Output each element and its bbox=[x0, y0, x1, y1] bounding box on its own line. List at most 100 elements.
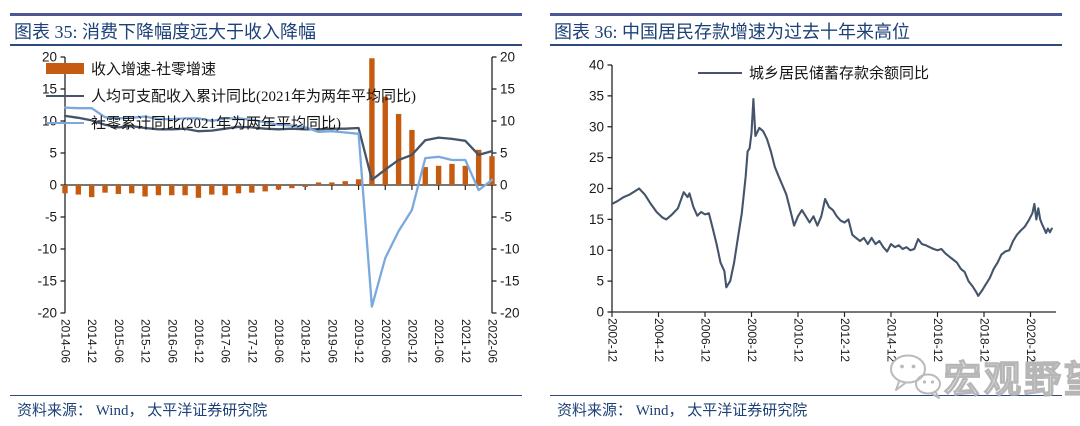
diff-bar bbox=[329, 182, 335, 185]
y-tick-label: 10 bbox=[589, 243, 604, 258]
diff-bar bbox=[342, 181, 348, 185]
y-tick-label: 20 bbox=[42, 50, 57, 65]
diff-bar bbox=[355, 179, 362, 185]
y-tick-label: 5 bbox=[596, 274, 604, 289]
figure-35-source-rule bbox=[10, 395, 522, 396]
diff-bar bbox=[409, 129, 415, 185]
diff-bar bbox=[235, 185, 242, 194]
y-tick-label: 5 bbox=[500, 146, 508, 161]
diff-bar bbox=[75, 185, 82, 195]
x-tick-label: 2012-12 bbox=[838, 318, 852, 362]
legend-label: 社零累计同比(2021年为两年平均同比) bbox=[91, 116, 341, 132]
x-tick-label: 2019-06 bbox=[325, 319, 339, 363]
x-tick-label: 2018-12 bbox=[978, 318, 992, 362]
figure-35-top-rule bbox=[10, 13, 522, 16]
x-tick-label: 2016-12 bbox=[931, 318, 945, 362]
diff-bar bbox=[102, 185, 108, 193]
figure-35-source: 资料来源： Wind， 太平洋证券研究院 bbox=[17, 403, 268, 419]
x-tick-label: 2010-12 bbox=[792, 318, 806, 362]
x-tick-label: 2020-12 bbox=[405, 319, 419, 363]
y-tick-label: 0 bbox=[500, 178, 508, 193]
figure-36-source-rule bbox=[550, 395, 1062, 396]
y-tick-label: 10 bbox=[500, 114, 515, 129]
diff-bar bbox=[62, 185, 68, 194]
diff-bar bbox=[382, 96, 388, 185]
y-tick-label: -15 bbox=[500, 274, 520, 289]
diff-bar bbox=[422, 167, 428, 185]
figure-36-panel: 图表 36: 中国居民存款增速为过去十年来高位 0 5 10 15 20 25 30 35 40… bbox=[540, 0, 1080, 426]
y-tick-label: 15 bbox=[589, 212, 604, 227]
diff-bar bbox=[209, 185, 215, 195]
y-tick-label: 15 bbox=[500, 82, 515, 97]
x-tick-label: 2014-06 bbox=[59, 319, 73, 363]
x-tick-label: 2019-12 bbox=[352, 319, 366, 363]
y-tick-label: 40 bbox=[589, 58, 604, 73]
y-tick-label: 20 bbox=[500, 50, 515, 65]
y-tick-label: -5 bbox=[45, 210, 57, 225]
figure-36-legend: 城乡居民储蓄存款余额同比 bbox=[698, 64, 929, 91]
x-tick-label: 2016-06 bbox=[165, 319, 179, 363]
diff-bar bbox=[302, 185, 308, 187]
diff-bar bbox=[289, 185, 295, 189]
y-tick-label: 15 bbox=[42, 82, 57, 97]
figure-36-title: 图表 36: 中国居民存款增速为过去十年来高位 bbox=[554, 22, 910, 42]
x-tick-label: 2004-12 bbox=[652, 318, 666, 362]
y-tick-label: -5 bbox=[500, 210, 512, 225]
x-tick-label: 2018-06 bbox=[272, 319, 286, 363]
y-tick-label: -10 bbox=[37, 242, 57, 257]
diff-bar bbox=[88, 185, 95, 198]
figure-36-top-rule bbox=[550, 13, 1062, 16]
diff-bar bbox=[222, 185, 228, 196]
figure-35-chart: -20-15-10-505101520-20-15-10-50510152020… bbox=[37, 50, 520, 364]
diff-bar bbox=[435, 165, 442, 185]
wechat-icon bbox=[890, 354, 941, 399]
legend-swatch-income-line bbox=[46, 94, 84, 97]
x-tick-label: 2014-12 bbox=[85, 319, 99, 363]
legend-item-deposits: 城乡居民储蓄存款余额同比 bbox=[698, 64, 929, 82]
watermark: 宏观野望 bbox=[886, 349, 1080, 403]
x-tick-label: 2018-12 bbox=[299, 319, 313, 363]
x-tick-label: 2008-12 bbox=[745, 318, 759, 362]
figure-35-panel: 图表 35: 消费下降幅度远大于收入降幅 -20 -15 -10 -5 0 5 10 15 20… bbox=[10, 13, 522, 419]
diff-bar bbox=[449, 163, 455, 185]
legend-swatch-bar bbox=[46, 63, 84, 74]
x-tick-label: 2021-06 bbox=[432, 319, 446, 363]
y-tick-label: 10 bbox=[42, 114, 57, 129]
x-tick-label: 2015-12 bbox=[139, 319, 153, 363]
diff-bar bbox=[129, 185, 135, 194]
legend-swatch-retail-line bbox=[46, 121, 84, 124]
diff-bar bbox=[169, 185, 175, 196]
deposit-line bbox=[610, 97, 1053, 297]
diff-bar bbox=[315, 182, 322, 185]
x-tick-label: 2015-06 bbox=[112, 319, 126, 363]
y-tick-label: 0 bbox=[596, 305, 604, 320]
x-tick-label: 2006-12 bbox=[699, 318, 713, 362]
diff-bar bbox=[262, 185, 268, 192]
legend-label: 收入增速-社零增速 bbox=[91, 62, 216, 78]
x-tick-label: 2021-12 bbox=[459, 319, 473, 363]
diff-bar bbox=[475, 149, 482, 185]
figure-35-legend: 收入增速-社零增速 人均可支配收入累计同比(2021年为两年平均同比) 社零累计… bbox=[46, 60, 416, 141]
diff-bar bbox=[155, 185, 162, 196]
diff-bar bbox=[195, 185, 202, 198]
diff-bar bbox=[142, 185, 148, 197]
diff-bar bbox=[182, 185, 188, 196]
x-tick-label: 2017-12 bbox=[245, 319, 259, 363]
y-tick-label: 20 bbox=[589, 181, 604, 196]
x-tick-label: 2020-06 bbox=[379, 319, 393, 363]
y-tick-label: 25 bbox=[589, 150, 604, 165]
legend-swatch-deposit-line bbox=[698, 71, 742, 74]
y-tick-label: -15 bbox=[37, 274, 57, 289]
legend-item-income-minus-retail: 收入增速-社零增速 bbox=[46, 60, 416, 78]
diff-bar bbox=[275, 185, 282, 190]
x-tick-label: 2014-12 bbox=[885, 318, 899, 362]
y-tick-label: 5 bbox=[49, 146, 57, 161]
diff-bar bbox=[489, 156, 495, 185]
diff-bars bbox=[62, 58, 495, 198]
y-tick-label: -20 bbox=[37, 306, 57, 321]
y-tick-label: 0 bbox=[49, 178, 57, 193]
legend-item-income: 人均可支配收入累计同比(2021年为两年平均同比) bbox=[46, 87, 416, 105]
figure-35-title: 图表 35: 消费下降幅度远大于收入降幅 bbox=[14, 22, 316, 42]
diff-bar bbox=[395, 113, 402, 185]
